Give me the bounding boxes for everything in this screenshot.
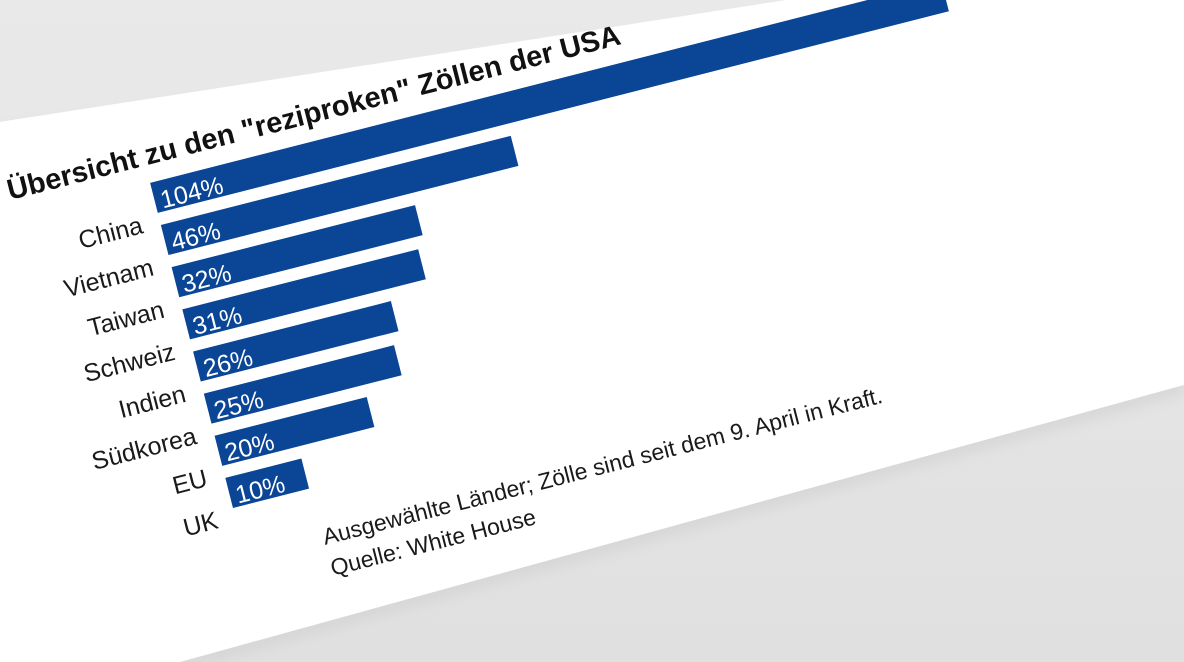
bar-eu <box>214 396 375 466</box>
bar-china <box>150 0 949 213</box>
bar-vietnam <box>160 135 519 256</box>
bar-indien <box>193 301 399 382</box>
bar-uk <box>225 458 310 508</box>
bar-taiwan <box>171 205 423 298</box>
bar-südkorea <box>203 345 402 424</box>
bar-schweiz <box>182 249 426 340</box>
